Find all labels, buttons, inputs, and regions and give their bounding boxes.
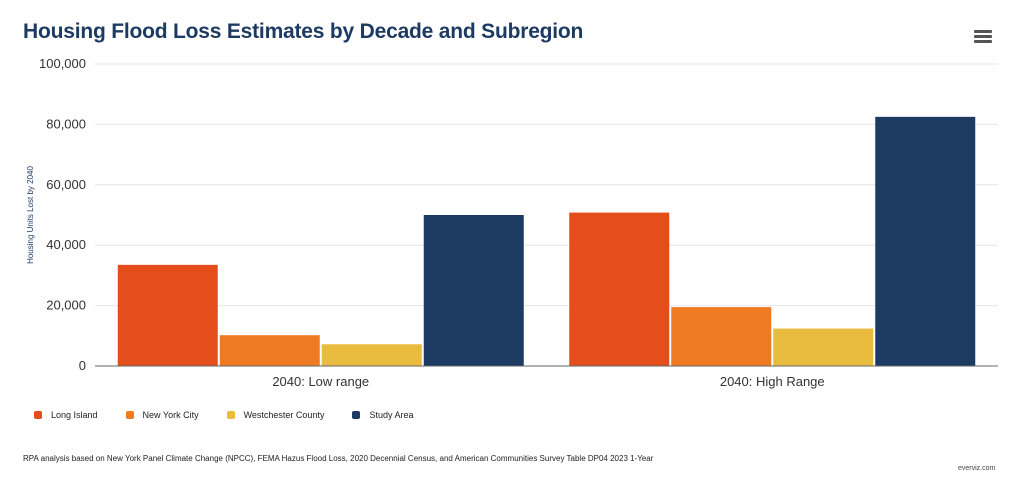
x-category-label: 2040: High Range	[720, 374, 825, 389]
x-axis-categories: 2040: Low range 2040: High Range	[272, 374, 824, 389]
bar-long-island[interactable]	[569, 212, 670, 366]
y-axis-label: Housing Units Lost by 2040	[26, 166, 35, 264]
y-tick-label: 100,000	[39, 56, 86, 71]
legend: Long Island New York City Westchester Coun…	[34, 410, 441, 420]
bar-study-area[interactable]	[875, 116, 976, 366]
bar-new-york-city[interactable]	[219, 335, 320, 366]
source-note: RPA analysis based on New York Panel Cli…	[23, 454, 654, 463]
bars	[117, 116, 976, 366]
legend-swatch	[125, 411, 134, 419]
bar-new-york-city[interactable]	[671, 307, 772, 366]
legend-label: Long Island	[51, 410, 98, 420]
y-tick-label: 20,000	[46, 298, 86, 313]
bar-long-island[interactable]	[117, 264, 218, 366]
gridlines	[95, 63, 998, 307]
legend-swatch	[352, 411, 361, 419]
chart-plot: 0 20,000 40,000 60,000 80,000 100,000 2040: L…	[26, 56, 998, 389]
legend-label: Study Area	[369, 410, 414, 420]
legend-item[interactable]: Long Island	[34, 410, 98, 420]
legend-label: New York City	[142, 410, 199, 420]
bar-study-area[interactable]	[423, 215, 524, 366]
y-tick-label: 60,000	[46, 177, 86, 192]
legend-swatch	[34, 411, 42, 419]
y-tick-label: 40,000	[46, 237, 86, 252]
legend-item[interactable]: New York City	[125, 410, 199, 420]
x-category-label: 2040: Low range	[272, 374, 369, 389]
credit-link[interactable]: everviz.com	[958, 465, 996, 472]
y-tick-label: 80,000	[46, 116, 86, 131]
chart-title: Housing Flood Loss Estimates by Decade a…	[23, 20, 584, 43]
legend-label: Westchester County	[243, 410, 325, 420]
legend-item[interactable]: Westchester County	[226, 410, 325, 420]
legend-swatch	[226, 411, 235, 419]
y-tick-label: 0	[79, 358, 86, 373]
y-axis-ticks: 0 20,000 40,000 60,000 80,000 100,000	[39, 56, 86, 373]
hamburger-menu-icon[interactable]	[974, 30, 992, 44]
legend-item[interactable]: Study Area	[352, 410, 413, 420]
bar-westchester-county[interactable]	[773, 328, 874, 366]
bar-westchester-county[interactable]	[321, 344, 422, 366]
